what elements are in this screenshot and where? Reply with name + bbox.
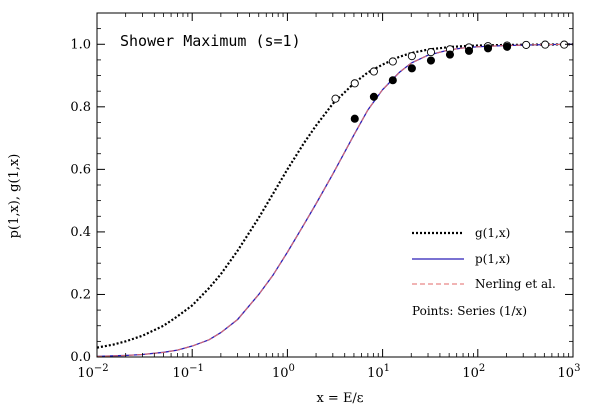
open-point-1	[331, 94, 340, 103]
x-tick-label: 102	[462, 363, 485, 381]
open-point-2	[350, 79, 359, 88]
legend-label-1: g(1,x)	[475, 226, 510, 240]
filled-point-6	[445, 50, 455, 59]
y-tick-label: 0.0	[70, 350, 91, 365]
legend-label-2: p(1,x)	[475, 252, 510, 266]
x-tick-label: 10−2	[77, 363, 108, 381]
filled-point-1	[350, 114, 359, 123]
legend-label-4: Points: Series (1/x)	[412, 304, 527, 318]
filled-point-5	[426, 56, 436, 65]
x-axis-label: x = E/ε	[316, 391, 363, 406]
series-line-1	[96, 43, 574, 349]
filled-point-8	[483, 44, 493, 53]
y-tick-label: 0.2	[70, 287, 91, 302]
points-layer	[331, 40, 569, 123]
open-point-3	[369, 67, 378, 76]
x-tick-label: 103	[558, 363, 581, 381]
y-tick-label: 0.6	[70, 162, 91, 177]
series-line-3	[96, 43, 574, 357]
filled-point-2	[369, 92, 378, 101]
y-tick-label: 0.8	[70, 100, 91, 115]
x-tick-label: 100	[272, 363, 295, 381]
open-point-11	[522, 40, 531, 49]
legend-label-3: Nerling et al.	[475, 277, 556, 291]
x-tick-label: 10−1	[173, 363, 204, 381]
ticks-layer: 10−2 10−1 100 101 102 103 0.0 0.2 0.4 0.6 0.8 1.0	[70, 13, 580, 381]
filled-point-4	[407, 64, 416, 73]
y-tick-label: 0.4	[70, 225, 91, 240]
y-axis-label: p(1,x), g(1,x)	[7, 154, 22, 239]
series-layer	[96, 43, 574, 358]
x-tick-label: 101	[367, 363, 390, 381]
legend: g(1,x) p(1,x) Nerling et al. Points: Series…	[412, 226, 556, 318]
filled-point-9	[503, 42, 512, 51]
open-point-5	[407, 52, 416, 61]
open-point-12	[541, 40, 550, 49]
open-point-4	[388, 57, 397, 66]
filled-point-3	[388, 76, 397, 85]
open-point-6	[426, 48, 436, 57]
y-tick-label: 1.0	[70, 37, 91, 52]
filled-point-7	[464, 46, 474, 55]
chart-title: Shower Maximum (s=1)	[120, 32, 301, 50]
